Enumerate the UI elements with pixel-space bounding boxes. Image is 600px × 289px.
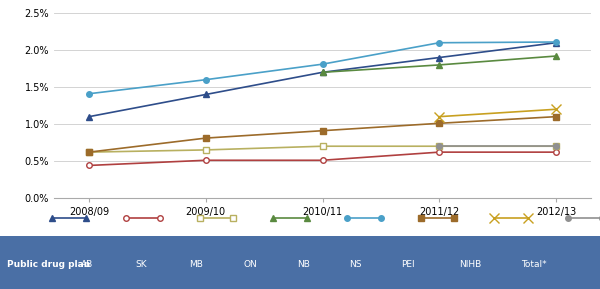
Text: PEI: PEI bbox=[401, 260, 415, 269]
Text: NS: NS bbox=[349, 260, 362, 269]
Text: AB: AB bbox=[81, 260, 93, 269]
Text: NB: NB bbox=[297, 260, 310, 269]
Text: ON: ON bbox=[243, 260, 257, 269]
Text: SK: SK bbox=[135, 260, 146, 269]
Text: MB: MB bbox=[189, 260, 203, 269]
FancyBboxPatch shape bbox=[0, 236, 600, 289]
Text: NIHB: NIHB bbox=[459, 260, 481, 269]
Text: Public drug plan: Public drug plan bbox=[7, 260, 91, 269]
Text: Total*: Total* bbox=[521, 260, 547, 269]
